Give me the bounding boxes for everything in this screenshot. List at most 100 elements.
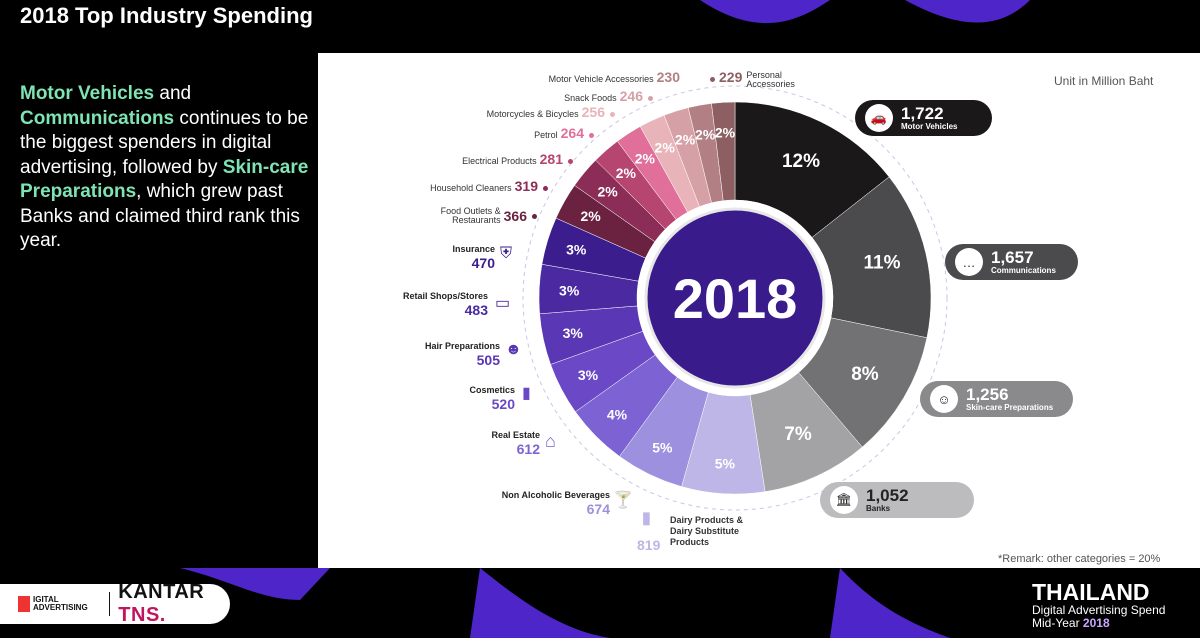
value-label: 1,722 — [901, 104, 944, 123]
category-label: Cosmetics — [469, 385, 515, 395]
value-label: 281 — [539, 151, 563, 167]
callout-skincare: ☺ 1,256 Skin-care Preparations — [920, 381, 1073, 417]
callout-banks: 🏛 1,052 Banks — [820, 482, 974, 518]
kantar-text: KANTAR — [118, 581, 205, 603]
tns-text: TNS. — [118, 604, 166, 626]
highlight-motor-vehicles: Motor Vehicles — [20, 83, 155, 104]
category-label: Hair Preparations — [424, 341, 500, 351]
dot-marker — [610, 112, 615, 118]
digital-advertising-logo: IGITAL ADVERTISING — [18, 596, 99, 612]
category-label: Motor Vehicles — [901, 122, 958, 131]
value-label: 470 — [471, 255, 495, 271]
value-label: 264 — [560, 125, 584, 141]
house-icon: ⌂ — [545, 431, 556, 451]
callout-communications: … 1,657 Communications — [945, 244, 1078, 280]
label-food-outlets: Food Outlets & Restaurants 366 — [423, 207, 537, 225]
label-motorcycles: Motorcycles & Bicycles 256 — [487, 104, 615, 120]
dot-marker — [543, 186, 548, 192]
dot-marker — [568, 159, 573, 165]
brand-title: THAILAND — [1032, 579, 1150, 605]
category-label: Real Estate — [491, 430, 540, 440]
percent-label: 3% — [563, 325, 584, 341]
value-label: 1,052 — [866, 486, 909, 505]
category-label: Food Outlets & Restaurants — [440, 206, 501, 225]
category-label: Insurance — [452, 244, 495, 254]
category-label: Personal Accessories — [746, 69, 795, 89]
value-label: 229 — [719, 69, 743, 85]
percent-label: 2% — [580, 208, 601, 224]
sponsor-logos: IGITAL ADVERTISING KANTAR TNS. — [0, 581, 230, 627]
label-electrical: Electrical Products 281 — [462, 151, 573, 167]
category-label: Skin-care Preparations — [966, 403, 1054, 412]
category-label: Banks — [866, 504, 891, 513]
percent-label: 3% — [578, 367, 599, 383]
percent-label: 5% — [652, 439, 673, 455]
center-disk — [644, 207, 826, 389]
label-cosmetics: Cosmetics 520 — [415, 385, 515, 412]
bank-icon: 🏛 — [830, 486, 858, 514]
percent-label: 2% — [616, 165, 637, 181]
label-dairy: ▮ Dairy Products & Dairy Substitute Produ… — [637, 511, 760, 554]
category-label: Snack Foods — [564, 93, 617, 103]
percent-label: 5% — [715, 456, 736, 472]
intro-text-part: and — [154, 83, 192, 104]
value-label: 483 — [464, 302, 488, 318]
category-label: Electrical Products — [462, 156, 537, 166]
highlight-skincare: Skin-care Preparations — [20, 156, 309, 203]
percent-label: 2% — [635, 151, 656, 167]
dot-marker — [648, 96, 653, 102]
category-label: Communications — [991, 266, 1056, 275]
value-label: 1,657 — [991, 248, 1034, 267]
store-icon: ▭ — [495, 295, 511, 312]
label-petrol: Petrol 264 — [534, 125, 594, 141]
intro-text-part: continues to be the biggest spenders in … — [20, 107, 309, 178]
dot-marker — [532, 213, 537, 219]
brand-year: 2018 — [1082, 616, 1110, 630]
category-label: Household Cleaners — [430, 183, 512, 193]
intro-text: Motor Vehicles and Communications contin… — [20, 82, 310, 254]
value-label: 520 — [491, 396, 515, 412]
mask-icon: ☺ — [930, 385, 958, 413]
label-retail: Retail Shops/Stores 483 — [380, 291, 488, 318]
category-label: Motorcycles & Bicycles — [486, 109, 579, 119]
kantar-tns-logo: KANTAR TNS. — [118, 581, 230, 627]
dot-marker — [589, 133, 594, 139]
percent-label: 7% — [784, 424, 812, 445]
label-snack-foods: Snack Foods 246 — [564, 88, 653, 104]
percent-label: 2% — [675, 132, 696, 148]
divider — [108, 592, 111, 616]
percent-label: 12% — [782, 151, 820, 172]
percent-label: 2% — [695, 127, 716, 143]
category-label: Non Alcoholic Beverages — [501, 490, 610, 500]
value-label: 230 — [656, 69, 680, 85]
car-icon: 🚗 — [865, 104, 893, 132]
brand-period: Mid-Year — [1032, 616, 1083, 630]
percent-label: 4% — [607, 407, 628, 423]
label-motor-vehicle-accessories: Motor Vehicle Accessories 230 — [549, 69, 680, 85]
label-personal-accessories: 229 Personal Accessories — [710, 69, 801, 89]
dot-marker — [710, 77, 715, 83]
value-label: 246 — [619, 88, 643, 104]
center-year-label: 2018 — [673, 267, 798, 330]
woman-hair-icon: ☻ — [505, 341, 522, 358]
value-label: 319 — [514, 178, 538, 194]
label-real-estate: Real Estate 612 — [440, 430, 540, 457]
value-label: 612 — [516, 441, 540, 457]
label-insurance: Insurance 470 — [400, 244, 495, 271]
category-label: Petrol — [534, 130, 558, 140]
report-brand: THAILAND Digital Advertising Spend Mid-Yea… — [1032, 580, 1165, 630]
dashed-guide-ring — [522, 85, 948, 511]
shield-icon: ⛨ — [500, 245, 513, 262]
category-label: Motor Vehicle Accessories — [548, 74, 654, 84]
milk-carton-icon: ▮ — [642, 510, 651, 527]
lipstick-icon: ▮ — [522, 385, 531, 402]
brand-subtitle: Digital Advertising Spend — [1032, 603, 1166, 617]
percent-label: 8% — [851, 364, 879, 385]
label-non-alcoholic: Non Alcoholic Beverages 674 — [470, 490, 610, 517]
value-label: 505 — [476, 352, 500, 368]
callout-motor-vehicles: 🚗 1,722 Motor Vehicles — [855, 100, 992, 136]
label-hair: Hair Preparations 505 — [390, 341, 500, 368]
value-label: 819 — [637, 537, 661, 553]
slide-title: 2018 Top Industry Spending — [20, 3, 313, 28]
